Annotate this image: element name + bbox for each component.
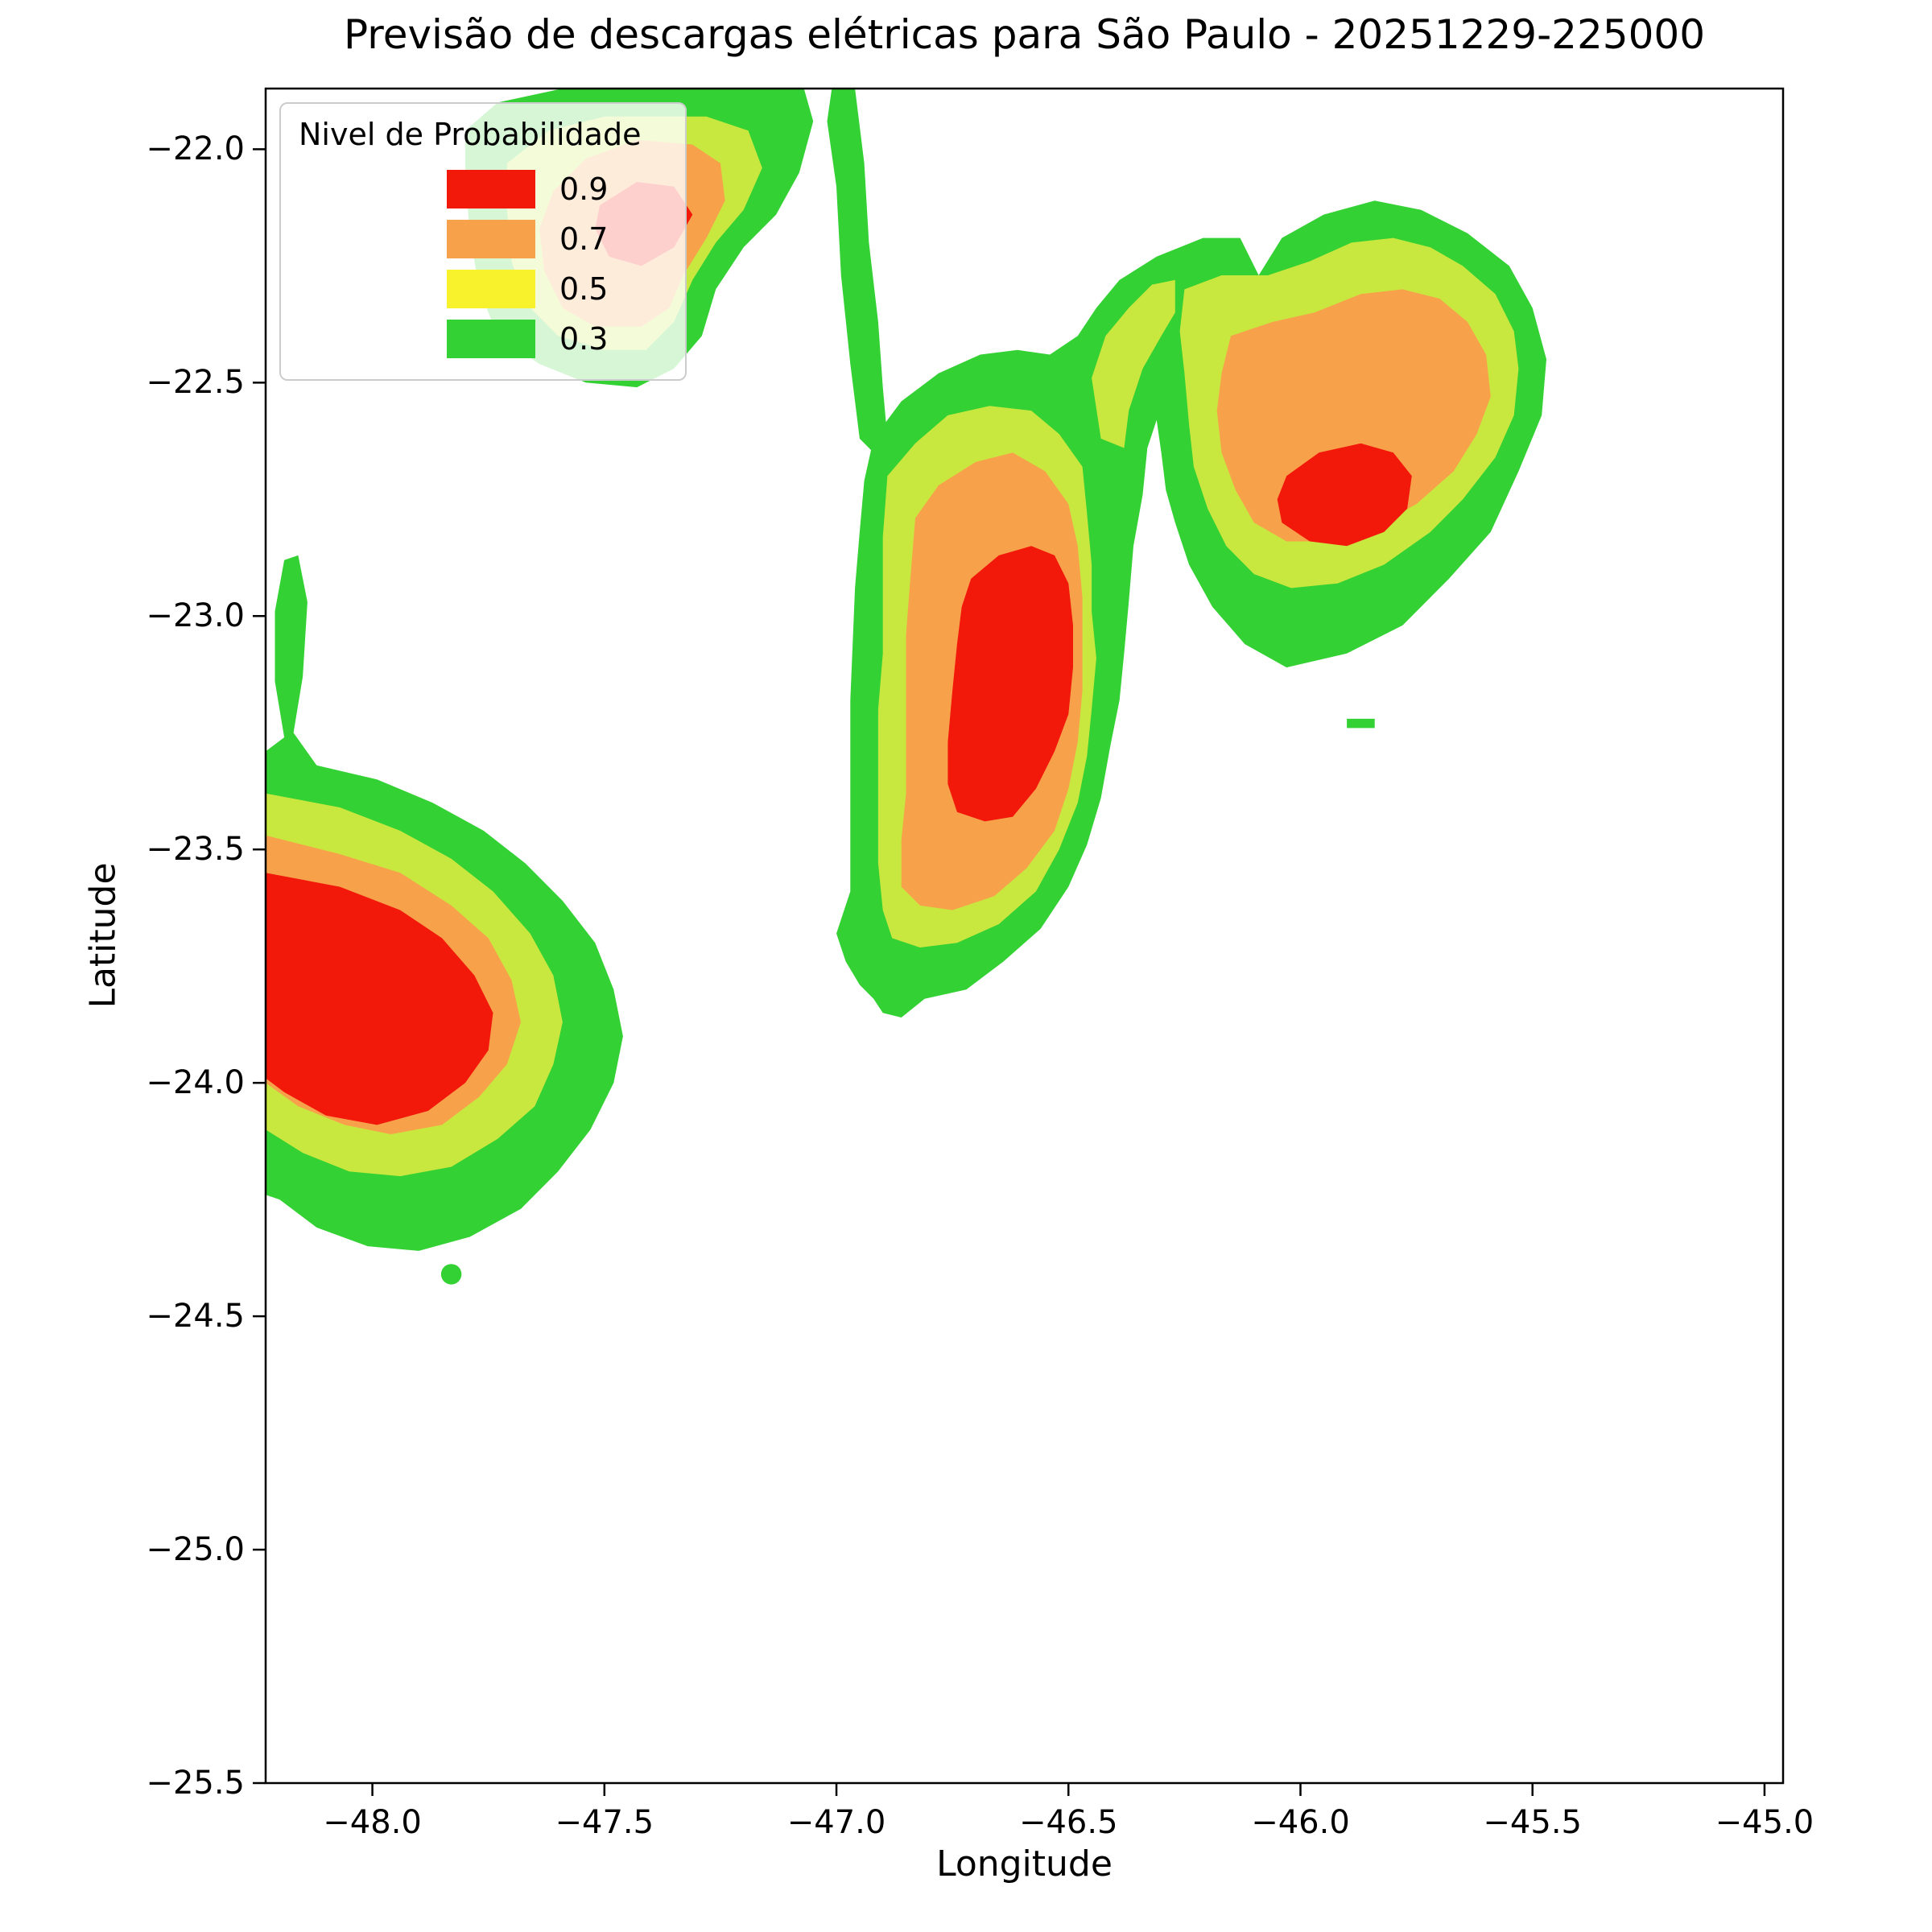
y-tick-label: −23.5 — [146, 831, 245, 869]
y-tick-label: −25.0 — [146, 1531, 245, 1569]
legend-item-label: 0.3 — [559, 321, 609, 357]
y-tick-label: −24.0 — [146, 1064, 245, 1102]
x-axis-label: Longitude — [936, 1843, 1113, 1885]
contour-region-isthmus-band-p05 — [1092, 279, 1175, 448]
y-tick-label: −22.5 — [146, 364, 245, 402]
contour-region-diagonal-band-p03 — [827, 89, 888, 453]
y-tick-label: −23.0 — [146, 597, 245, 635]
axis-ticks — [253, 148, 1766, 1796]
contour-region-east-blob-p07 — [1216, 289, 1491, 542]
legend-swatch-0.7 — [447, 220, 535, 258]
legend-swatch-0.9 — [447, 170, 535, 208]
y-tick-label: −24.5 — [146, 1298, 245, 1335]
legend: Nivel de Probabilidade 0.9 0.7 0.5 0.3 — [279, 102, 687, 381]
legend-title: Nivel de Probabilidade — [299, 117, 642, 152]
x-tick-label: −46.0 — [1251, 1804, 1350, 1841]
contour-region-east-speck-p03 — [1347, 718, 1375, 729]
contour-region-southwest-blob-p09 — [266, 873, 493, 1125]
legend-item: 0.9 — [447, 168, 685, 210]
contour-regions — [266, 89, 1546, 1285]
contour-region-southwest-dot-p03 — [440, 1264, 462, 1285]
contour-region-central-blob-p09 — [947, 546, 1073, 822]
legend-swatch-0.5 — [447, 270, 535, 308]
x-tick-label: −47.0 — [786, 1804, 886, 1841]
legend-swatch-0.3 — [447, 320, 535, 358]
legend-item: 0.5 — [447, 268, 685, 310]
y-axis-label: Latitude — [82, 862, 124, 1009]
y-tick-label: −22.0 — [146, 130, 245, 168]
plot-title: Previsão de descargas elétricas para São… — [343, 11, 1706, 58]
x-tick-label: −47.5 — [555, 1804, 654, 1841]
legend-item-label: 0.5 — [559, 271, 609, 307]
legend-item-label: 0.7 — [559, 221, 609, 257]
legend-item: 0.7 — [447, 218, 685, 260]
y-tick-label: −25.5 — [146, 1765, 245, 1802]
legend-item-label: 0.9 — [559, 171, 609, 207]
x-tick-label: −48.0 — [323, 1804, 422, 1841]
contour-region-east-blob-p09 — [1277, 443, 1412, 547]
plot-border — [264, 87, 1785, 1785]
x-tick-label: −45.0 — [1715, 1804, 1814, 1841]
x-tick-label: −45.5 — [1483, 1804, 1582, 1841]
legend-item: 0.3 — [447, 318, 685, 360]
x-tick-label: −46.5 — [1018, 1804, 1118, 1841]
